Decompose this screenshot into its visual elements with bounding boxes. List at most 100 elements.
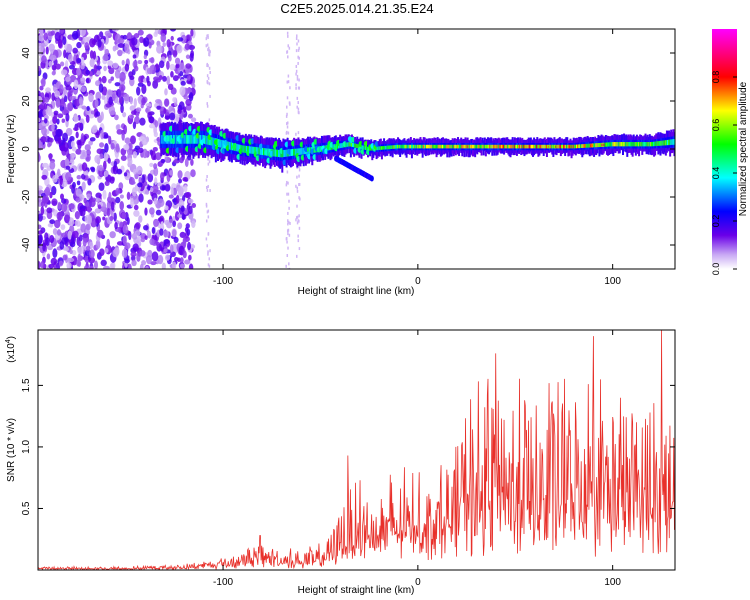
noise-speckle: [159, 228, 164, 236]
noise-speckle: [190, 169, 196, 178]
band-core: [300, 148, 303, 155]
band-core: [515, 144, 518, 149]
faint-streak: [205, 219, 208, 223]
noise-speckle: [85, 223, 91, 231]
faint-streak: [298, 182, 301, 186]
band-core: [630, 142, 633, 147]
colorbar-tick-label: 0.0: [711, 263, 721, 276]
noise-speckle: [122, 112, 127, 118]
noise-speckle: [110, 142, 115, 150]
band-core: [526, 144, 529, 149]
band-core: [596, 143, 599, 148]
band-core: [584, 143, 587, 148]
noise-speckle: [83, 197, 87, 204]
band-core: [487, 144, 490, 149]
band-core: [251, 146, 254, 154]
colorbar: [712, 29, 737, 269]
band-core: [667, 139, 670, 146]
band-core: [632, 142, 635, 147]
band-core: [420, 144, 423, 149]
faint-streak: [206, 244, 208, 248]
noise-speckle: [169, 63, 176, 71]
band-core: [566, 144, 569, 149]
noise-speckle: [60, 198, 67, 204]
noise-speckle: [64, 158, 70, 166]
band-core: [185, 135, 188, 144]
noise-speckle: [111, 29, 119, 32]
band-core: [529, 144, 532, 149]
band-core: [559, 144, 562, 149]
band-core: [519, 144, 522, 149]
faint-streak: [208, 257, 211, 261]
noise-speckle: [158, 75, 163, 81]
faint-streak: [298, 78, 300, 82]
noise-speckle: [59, 175, 63, 186]
noise-speckle: [89, 58, 95, 68]
noise-speckle: [84, 42, 90, 49]
band-core: [161, 135, 164, 144]
noise-speckle: [103, 65, 107, 72]
noise-speckle: [179, 157, 184, 164]
noise-speckle: [119, 201, 125, 211]
faint-streak: [296, 189, 299, 193]
y-tick-label: -40: [21, 237, 32, 252]
faint-streak: [295, 69, 298, 73]
faint-streak: [296, 186, 299, 190]
noise-speckle: [161, 262, 166, 269]
spectrogram-y-label: Frequency (Hz): [6, 115, 17, 184]
band-core: [654, 141, 657, 147]
band-core: [451, 144, 454, 149]
band-core: [611, 142, 614, 147]
noise-speckle: [55, 63, 61, 70]
noise-speckle: [79, 155, 85, 160]
band-core: [474, 144, 477, 149]
faint-streak: [288, 206, 290, 210]
band-core: [442, 144, 445, 149]
noise-speckle: [56, 211, 63, 221]
noise-speckle: [40, 77, 46, 88]
band-core: [560, 144, 563, 149]
noise-speckle: [162, 75, 167, 82]
noise-speckle: [137, 82, 144, 87]
band-core: [198, 135, 201, 144]
faint-streak: [297, 107, 300, 111]
band-core: [284, 149, 287, 157]
noise-speckle: [112, 45, 117, 52]
noise-speckle: [129, 75, 135, 81]
noise-speckle: [148, 116, 155, 124]
faint-streak: [295, 36, 298, 40]
noise-speckle: [172, 229, 177, 237]
noise-speckle: [45, 87, 51, 93]
noise-speckle: [186, 204, 191, 211]
noise-speckle: [45, 237, 50, 246]
noise-speckle: [163, 230, 169, 238]
noise-speckle: [123, 144, 130, 151]
band-core: [385, 145, 388, 150]
band-core: [625, 142, 628, 147]
noise-speckle: [62, 132, 69, 143]
noise-speckle: [164, 98, 170, 107]
noise-speckle: [76, 67, 81, 76]
faint-streak: [295, 86, 297, 90]
band-core: [407, 144, 410, 149]
noise-speckle: [175, 63, 180, 69]
noise-speckle: [80, 77, 86, 84]
noise-speckle: [114, 114, 119, 121]
band-core: [525, 144, 528, 149]
faint-streak: [296, 105, 298, 109]
band-core: [520, 144, 523, 149]
faint-streak: [208, 264, 211, 268]
noise-speckle: [122, 235, 127, 245]
noise-speckle: [79, 29, 87, 37]
faint-streak: [206, 43, 209, 47]
noise-speckle: [164, 156, 171, 163]
faint-streak: [209, 94, 211, 98]
band-core: [492, 144, 495, 149]
noise-speckle: [104, 180, 110, 186]
band-core: [230, 142, 233, 151]
noise-speckle: [137, 60, 143, 65]
noise-speckle: [96, 59, 101, 66]
noise-speckle: [54, 31, 61, 42]
band-core: [573, 144, 576, 149]
faint-streak: [286, 240, 288, 244]
